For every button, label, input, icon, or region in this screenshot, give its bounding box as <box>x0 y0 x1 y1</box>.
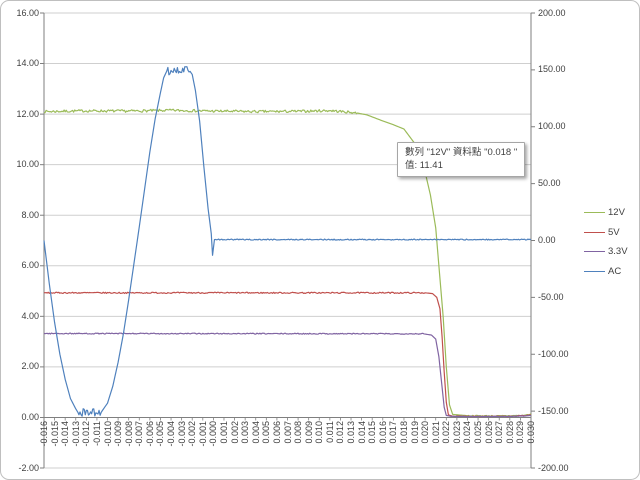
x-axis-tick-label: -0.005 <box>155 421 166 447</box>
x-axis-tick-label: 0.019 <box>409 421 420 444</box>
x-axis-tick-label: 0.010 <box>314 421 325 444</box>
x-axis-tick-label: 0.018 <box>398 421 409 444</box>
right-axis-tick-label: -200.00 <box>538 462 569 473</box>
x-axis-tick-label: 0.022 <box>441 421 452 444</box>
series-5v-line[interactable] <box>43 291 532 418</box>
left-axis-tick-label: 6.00 <box>21 260 39 271</box>
right-axis-tick-label: -100.00 <box>538 348 569 359</box>
x-axis-tick-label: -0.009 <box>113 421 124 447</box>
x-axis-tick-label: 0.014 <box>356 421 367 444</box>
x-axis-tick-label: -0.016 <box>39 421 49 447</box>
x-axis-tick-label: 0.029 <box>515 421 526 444</box>
x-axis-tick-label: 0.015 <box>367 421 378 444</box>
legend-label: 12V <box>608 207 625 219</box>
legend-line-marker <box>584 212 605 214</box>
x-axis-tick-label: -0.014 <box>60 421 71 447</box>
legend-item-5v[interactable]: 5V <box>584 223 628 243</box>
x-axis-tick-label: 0.008 <box>293 421 304 444</box>
x-axis-tick-label: 0.024 <box>462 421 473 444</box>
right-axis-tick-label: 50.00 <box>538 178 561 189</box>
x-axis-tick-label: -0.012 <box>81 421 92 447</box>
left-axis-tick-label: 10.00 <box>16 159 39 170</box>
series-ac-line[interactable] <box>43 66 532 417</box>
x-axis-tick-label: -0.007 <box>134 421 145 447</box>
x-axis-tick-label: -0.000 <box>208 421 219 447</box>
left-axis-tick-label: 12.00 <box>16 108 39 119</box>
tooltip-value-line: 值: 11.41 <box>405 160 443 171</box>
x-axis-tick-label: 0.017 <box>388 421 399 444</box>
x-axis-tick-label: 0.026 <box>483 421 494 444</box>
legend-line-marker <box>584 270 605 272</box>
left-axis-tick-label: 2.00 <box>21 361 39 372</box>
x-axis-tick-label: 0.020 <box>420 421 431 444</box>
right-axis-tick-label: 100.00 <box>538 121 566 132</box>
x-axis-tick-label: 0.013 <box>346 421 357 444</box>
x-axis-tick-label: 0.025 <box>473 421 484 444</box>
legend-label: 5V <box>608 226 620 238</box>
x-axis-tick-label: 0.030 <box>526 421 536 444</box>
series-12v-line[interactable] <box>43 108 532 417</box>
x-axis-tick-label: -0.004 <box>166 421 177 447</box>
left-axis-tick-label: -2.00 <box>18 462 39 473</box>
left-axis-tick-label: 4.00 <box>21 310 39 321</box>
legend-line-marker <box>584 231 605 233</box>
legend-item-ac[interactable]: AC <box>584 262 628 282</box>
legend-label: 3.3V <box>608 246 628 258</box>
left-axis-tick-label: 8.00 <box>21 209 39 220</box>
x-axis-tick-label: -0.011 <box>91 421 102 446</box>
x-axis-tick-label: -0.003 <box>176 421 187 447</box>
x-axis-tick-label: 0.001 <box>218 421 229 444</box>
right-axis-tick-label: 0.00 <box>538 235 556 245</box>
x-axis-tick-label: -0.010 <box>102 421 113 447</box>
right-axis-tick-label: -150.00 <box>538 405 569 416</box>
x-axis-tick-label: -0.015 <box>49 421 60 447</box>
left-axis-tick-label: 0.00 <box>21 411 39 422</box>
right-axis-tick-label: -50.00 <box>538 291 564 302</box>
left-axis-tick-label: 16.00 <box>16 7 39 18</box>
right-axis-tick-label: 150.00 <box>538 64 566 75</box>
x-axis-tick-label: 0.012 <box>335 421 346 444</box>
x-axis-tick-label: 0.002 <box>229 421 240 444</box>
legend-item-33v[interactable]: 3.3V <box>584 242 628 262</box>
right-axis-tick-label: 200.00 <box>538 7 566 18</box>
data-point-tooltip: 數列 "12V" 資料點 "0.018 " 值: 11.41 <box>397 142 526 177</box>
x-axis-tick-label: -0.002 <box>187 421 198 447</box>
legend: 12V 5V 3.3V AC <box>584 203 628 281</box>
x-axis-tick-label: 0.003 <box>240 421 251 444</box>
x-axis-tick-label: 0.027 <box>494 421 505 444</box>
left-axis-tick-label: 14.00 <box>16 58 39 69</box>
x-axis-tick-label: 0.005 <box>261 421 272 444</box>
legend-item-12v[interactable]: 12V <box>584 203 628 223</box>
legend-line-marker <box>584 251 605 253</box>
legend-label: AC <box>608 265 622 277</box>
x-axis-tick-label: 0.006 <box>271 421 282 444</box>
tooltip-series-line: 數列 "12V" 資料點 "0.018 " <box>405 147 518 158</box>
series-33v-line[interactable] <box>43 332 532 418</box>
x-axis-tick-label: 0.007 <box>282 421 293 444</box>
